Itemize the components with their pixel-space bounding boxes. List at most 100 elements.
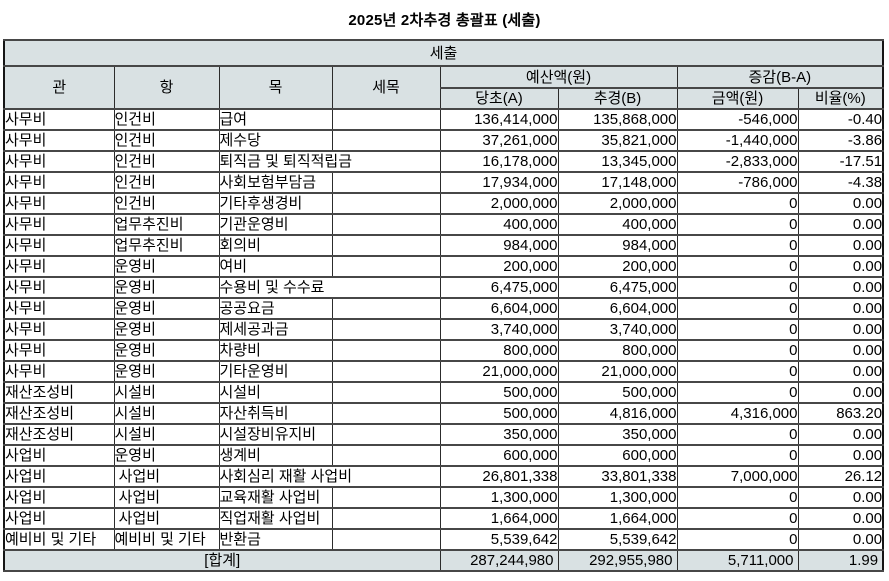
cell-semok (331, 486, 441, 509)
cell-revised: 800,000 (557, 339, 678, 362)
col-header-hang: 항 (113, 65, 220, 110)
cell-gwan: 사무비 (3, 150, 115, 173)
col-header-amount: 금액(원) (676, 87, 799, 110)
cell-gwan: 사업비 (3, 444, 115, 467)
table-row: 사무비 운영비 공공요금 6,604,000 6,604,000 0 0.00 (3, 297, 884, 320)
col-header-ratio: 비율(%) (797, 87, 884, 110)
cell-amount: 0 (676, 528, 799, 551)
cell-gwan: 사무비 (3, 171, 115, 194)
cell-semok (331, 234, 441, 257)
col-header-mok: 목 (218, 65, 333, 110)
cell-ratio: 0.00 (797, 339, 884, 362)
cell-mok: 여비 (218, 255, 333, 278)
cell-revised: 135,868,000 (557, 108, 678, 131)
cell-gwan: 재산조성비 (3, 402, 115, 425)
cell-hang: 시설비 (113, 423, 220, 446)
cell-mok: 수용비 및 수수료 (218, 276, 441, 299)
cell-revised: 4,816,000 (557, 402, 678, 425)
cell-initial: 200,000 (439, 255, 559, 278)
cell-initial: 600,000 (439, 444, 559, 467)
cell-initial: 3,740,000 (439, 318, 559, 341)
cell-mok: 사회심리 재활 사업비 (218, 465, 441, 488)
cell-initial: 1,664,000 (439, 507, 559, 530)
cell-ratio: 0.00 (797, 507, 884, 530)
expenditure-table: 세출 관 항 목 세목 예산액(원) 증감(B-A) 당초(A) 추경(B) 금… (3, 39, 885, 572)
cell-semok (331, 507, 441, 530)
cell-gwan: 사업비 (3, 486, 115, 509)
cell-ratio: 0.00 (797, 192, 884, 215)
cell-revised: 6,604,000 (557, 297, 678, 320)
col-header-semok: 세목 (331, 65, 441, 110)
cell-gwan: 예비비 및 기타 (3, 528, 115, 551)
cell-ratio: 0.00 (797, 318, 884, 341)
cell-hang: 운영비 (113, 318, 220, 341)
cell-amount: -546,000 (676, 108, 799, 131)
cell-revised: 500,000 (557, 381, 678, 404)
cell-ratio: 0.00 (797, 381, 884, 404)
cell-initial: 136,414,000 (439, 108, 559, 131)
table-row: 사무비 업무추진비 회의비 984,000 984,000 0 0.00 (3, 234, 884, 257)
table-row: 사무비 운영비 제세공과금 3,740,000 3,740,000 0 0.00 (3, 318, 884, 341)
cell-amount: 0 (676, 213, 799, 236)
cell-gwan: 사무비 (3, 129, 115, 152)
cell-ratio: 0.00 (797, 528, 884, 551)
cell-semok (331, 423, 441, 446)
section-header-row: 세출 (3, 39, 884, 67)
cell-gwan: 재산조성비 (3, 423, 115, 446)
cell-amount: 0 (676, 276, 799, 299)
cell-ratio: 0.00 (797, 234, 884, 257)
cell-semok (331, 213, 441, 236)
cell-revised: 13,345,000 (557, 150, 678, 173)
cell-semok (331, 318, 441, 341)
cell-initial: 17,934,000 (439, 171, 559, 194)
cell-ratio: 0.00 (797, 486, 884, 509)
cell-hang: 운영비 (113, 444, 220, 467)
cell-amount: 0 (676, 192, 799, 215)
cell-semok (331, 255, 441, 278)
cell-revised: 3,740,000 (557, 318, 678, 341)
cell-hang: 사업비 (113, 465, 220, 488)
cell-amount: 0 (676, 255, 799, 278)
cell-hang: 운영비 (113, 276, 220, 299)
total-label: [합계] (3, 549, 441, 572)
table-row: 사무비 운영비 여비 200,000 200,000 0 0.00 (3, 255, 884, 278)
table-row: 재산조성비 시설비 시설비 500,000 500,000 0 0.00 (3, 381, 884, 404)
cell-gwan: 사무비 (3, 255, 115, 278)
cell-hang: 운영비 (113, 297, 220, 320)
cell-hang: 사업비 (113, 486, 220, 509)
cell-initial: 37,261,000 (439, 129, 559, 152)
table-header: 세출 관 항 목 세목 예산액(원) 증감(B-A) 당초(A) 추경(B) 금… (3, 39, 884, 110)
cell-amount: 0 (676, 339, 799, 362)
cell-mok: 퇴직금 및 퇴직적립금 (218, 150, 441, 173)
cell-gwan: 재산조성비 (3, 381, 115, 404)
cell-semok (331, 171, 441, 194)
cell-initial: 16,178,000 (439, 150, 559, 173)
cell-mok: 제세공과금 (218, 318, 333, 341)
cell-hang: 인건비 (113, 129, 220, 152)
cell-hang: 운영비 (113, 360, 220, 383)
col-header-change-group: 증감(B-A) (676, 65, 884, 89)
cell-semok (331, 129, 441, 152)
cell-mok: 기관운영비 (218, 213, 333, 236)
cell-ratio: 0.00 (797, 444, 884, 467)
cell-amount: -1,440,000 (676, 129, 799, 152)
cell-initial: 26,801,338 (439, 465, 559, 488)
col-header-revised: 추경(B) (557, 87, 678, 110)
cell-ratio: 26.12 (797, 465, 884, 488)
page-title: 2025년 2차추경 총괄표 (세출) (348, 12, 541, 29)
cell-revised: 6,475,000 (557, 276, 678, 299)
cell-initial: 21,000,000 (439, 360, 559, 383)
cell-hang: 업무추진비 (113, 234, 220, 257)
cell-gwan: 사무비 (3, 360, 115, 383)
cell-initial: 1,300,000 (439, 486, 559, 509)
cell-mok: 교육재활 사업비 (218, 486, 333, 509)
table-row: 재산조성비 시설비 시설장비유지비 350,000 350,000 0 0.00 (3, 423, 884, 446)
total-amount: 5,711,000 (676, 549, 799, 572)
cell-initial: 5,539,642 (439, 528, 559, 551)
cell-ratio: 0.00 (797, 423, 884, 446)
col-header-initial: 당초(A) (439, 87, 559, 110)
cell-ratio: 0.00 (797, 360, 884, 383)
cell-revised: 33,801,338 (557, 465, 678, 488)
column-header-row-1: 관 항 목 세목 예산액(원) 증감(B-A) (3, 65, 884, 110)
